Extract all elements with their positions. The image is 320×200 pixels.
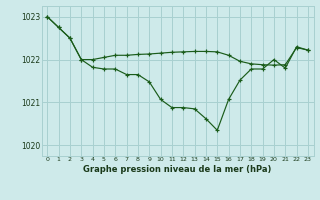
X-axis label: Graphe pression niveau de la mer (hPa): Graphe pression niveau de la mer (hPa) [84, 165, 272, 174]
